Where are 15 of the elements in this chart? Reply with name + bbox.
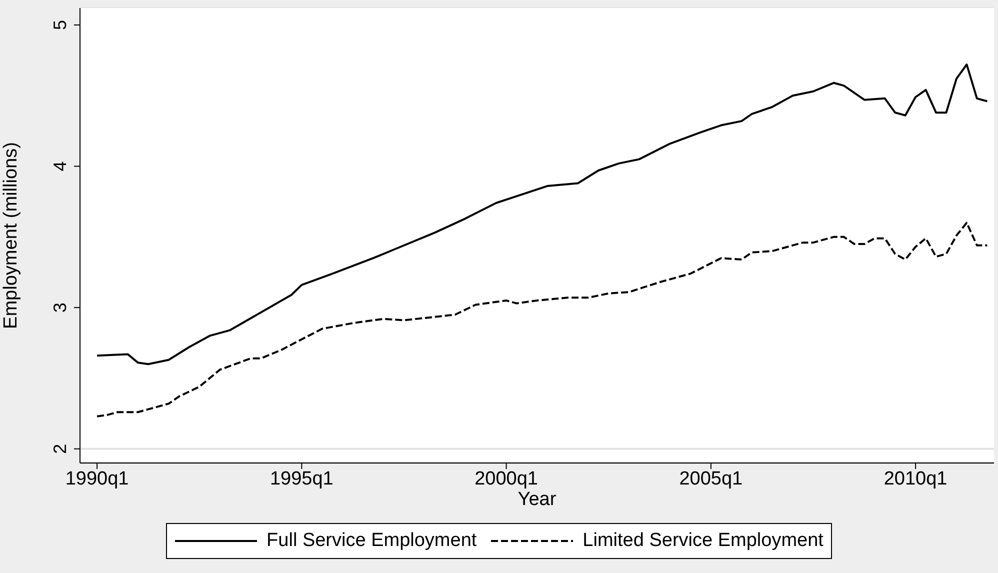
y-tick-label: 4: [50, 161, 70, 172]
x-tick-label: 2010q1: [884, 468, 948, 490]
y-tick-label: 3: [50, 302, 70, 313]
x-tick-label: 2000q1: [474, 468, 538, 490]
y-tick-label: 2: [50, 444, 70, 454]
legend-label: Full Service Employment: [266, 530, 477, 552]
legend-label: Limited Service Employment: [582, 530, 824, 552]
y-tick-label: 5: [50, 20, 70, 30]
line-series: [96, 222, 988, 418]
line-series: [96, 64, 988, 366]
x-tick-label: 2005q1: [679, 468, 743, 490]
x-tick-label: 1995q1: [270, 468, 334, 490]
y-axis-title: Employment (millions): [0, 142, 22, 329]
x-axis-title: Year: [518, 489, 557, 510]
x-tick-label: 1990q1: [65, 468, 129, 490]
